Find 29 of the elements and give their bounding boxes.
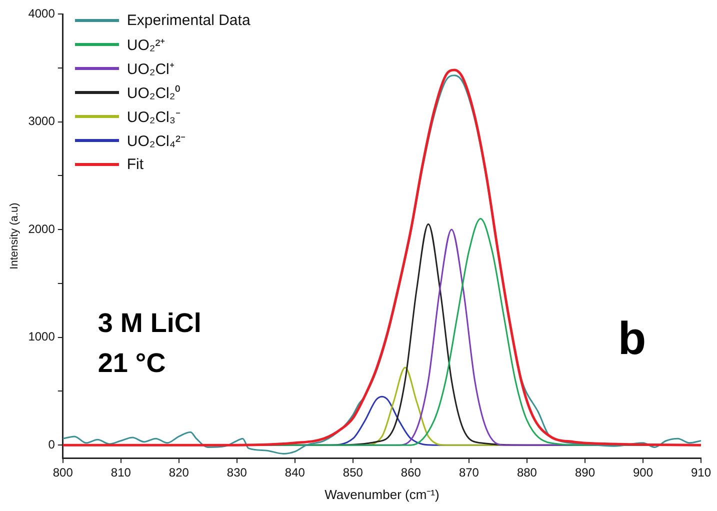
legend-label: UO₂Cl₄²⁻ — [126, 132, 186, 150]
x-tick-label: 820 — [168, 466, 190, 480]
annotation: 21 °C — [98, 348, 166, 378]
x-tick-label: 840 — [284, 466, 306, 480]
y-tick-label: 4000 — [28, 6, 56, 20]
x-tick-label: 870 — [458, 466, 480, 480]
legend-label: Experimental Data — [126, 12, 250, 28]
legend-label: UO₂²⁺ — [126, 36, 166, 54]
y-tick-label: 3000 — [28, 114, 56, 128]
x-tick-label: 800 — [52, 466, 74, 480]
x-tick-label: 900 — [632, 466, 654, 480]
x-tick-label: 810 — [110, 466, 132, 480]
legend-label: UO₂Cl⁺ — [126, 60, 174, 78]
annotation: 3 M LiCl — [98, 308, 202, 338]
legend-label: Fit — [126, 156, 144, 172]
y-tick-label: 1000 — [28, 330, 56, 344]
x-axis-title: Wavenumber (cm⁻¹) — [324, 486, 440, 502]
legend-label: UO₂Cl₂⁰ — [126, 84, 180, 102]
x-tick-label: 860 — [400, 466, 422, 480]
legend-label: UO₂Cl₃⁻ — [126, 108, 180, 126]
x-tick-label: 910 — [690, 466, 712, 480]
y-tick-label: 2000 — [28, 222, 56, 236]
x-tick-label: 830 — [226, 466, 248, 480]
y-axis-title: Intensity (a.u) — [8, 202, 21, 270]
x-tick-label: 880 — [516, 466, 538, 480]
annotation: b — [618, 312, 646, 364]
x-tick-label: 850 — [342, 466, 364, 480]
x-tick-label: 890 — [574, 466, 596, 480]
y-tick-label: 0 — [48, 437, 56, 452]
